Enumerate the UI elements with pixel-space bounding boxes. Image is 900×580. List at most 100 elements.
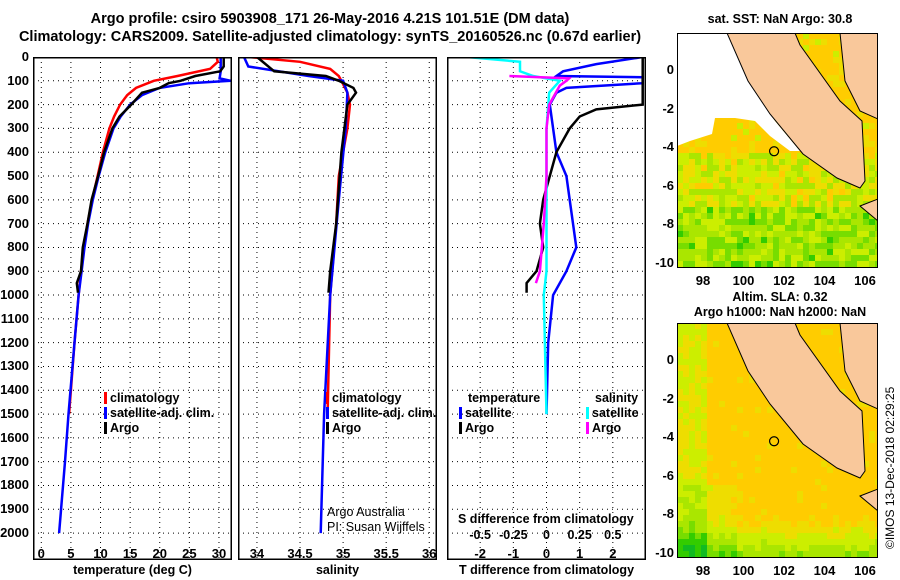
lat-tick-label: -8 [662,506,674,522]
legend-label: climatology [332,390,402,405]
x-tick-label: 35 [335,546,351,561]
credit-line: Argo Australia [327,505,405,519]
series-line-t-argo [525,57,644,293]
depth-tick-label: 800 [7,239,29,255]
legend-swatch-argo [326,421,329,434]
lon-tick-label: 100 [732,273,755,288]
x-tick-label: 34.5 [287,546,313,561]
credit-line: PI: Susan Wijffels [327,520,425,534]
lon-tick-label: 98 [695,563,711,578]
x-tick-label: 10 [93,546,108,561]
lon-tick-label: 104 [813,563,836,578]
depth-tick-label: 400 [7,144,29,160]
plot-subtitle: Climatology: CARS2009. Satellite-adjuste… [18,29,642,45]
s-diff-axis-label: S difference from climatology [458,512,634,526]
x-tick-label: 35.5 [373,546,399,561]
x-tick-label: -2 [474,546,486,561]
x-tick-label: 25 [182,546,197,561]
series-line-s-argo [509,74,573,284]
x-tick-label: 1 [576,546,584,561]
land [839,33,878,120]
legend-label: Argo [465,420,495,435]
lat-tick-label: -2 [662,100,674,116]
lat-tick-label: -4 [662,429,674,445]
depth-tick-label: 300 [7,120,29,136]
legend-swatch-argo [104,421,107,434]
lat-tick-label: 0 [666,352,674,367]
legend-swatch-satellite [104,406,107,419]
map1-title: sat. SST: NaN Argo: 30.8 [707,12,853,26]
depth-tick-label: 1100 [0,310,29,326]
series-line-argo [256,57,358,293]
s-diff-tick-label: 0.25 [567,528,592,542]
legend-swatch-t-satellite [459,406,462,419]
depth-tick-label: 700 [7,215,29,231]
land [859,198,878,222]
depth-tick-label: 1400 [0,382,29,398]
s-diff-tick-label: 0 [543,528,550,542]
lat-tick-label: -6 [662,177,674,193]
x-tick-label: 15 [122,546,138,561]
legend-swatch-climatology [326,391,329,404]
argo-position-marker [768,436,780,447]
argo-position-marker [768,146,780,157]
lat-tick-label: -4 [662,139,674,155]
x-tick-label: 5 [67,546,75,561]
x-axis-label: T difference from climatology [458,563,635,577]
lon-tick-label: 102 [773,563,795,578]
legend-label: satellite [592,405,639,420]
legend-label: Argo [332,420,362,435]
legend-swatch-t-argo [459,421,462,434]
land [726,33,866,189]
depth-tick-label: 100 [7,72,29,88]
lon-tick-label: 106 [854,273,876,288]
lon-tick-label: 98 [695,273,711,288]
depth-tick-label: 600 [7,191,29,207]
profile-panel-temperature [33,57,232,560]
depth-tick-label: 500 [7,168,29,184]
panel-frame [447,57,646,560]
depth-tick-label: 1200 [0,334,29,350]
depth-tick-label: 1300 [0,358,29,374]
depth-tick-label: 200 [7,96,29,112]
lon-tick-label: 100 [732,563,755,578]
x-tick-label: 30 [211,546,227,561]
salinity-legend: climatology satellite-adj. clim. Argo [326,390,436,435]
land [859,488,878,512]
x-tick-label: 20 [152,546,167,561]
map-2 [677,323,878,558]
x-axis-label: temperature (deg C) [73,563,192,577]
legend-swatch-satellite [326,406,329,419]
lon-tick-label: 106 [854,563,876,578]
x-tick-label: 0 [37,546,45,561]
s-diff-tick-label: -0.5 [469,528,491,542]
legend-label: Argo [110,420,140,435]
depth-tick-label: 1500 [0,406,29,422]
legend-label: Argo [592,420,622,435]
x-tick-label: 2 [609,546,617,561]
series-line-satellite-adj-clim- [57,57,232,534]
map-frame [677,33,878,268]
legend-heading: temperature [468,390,541,405]
depth-tick-label: 1700 [0,453,29,469]
legend-swatch-s-argo [586,421,589,434]
s-diff-tick-label: -0.25 [499,528,528,542]
x-tick-label: 34 [249,546,265,561]
depth-tick-label: 2000 [0,525,29,541]
legend-label: satellite-adj. clim. [110,405,215,420]
lat-tick-label: -6 [662,467,674,483]
legend-label: satellite-adj. clim. [332,405,437,420]
series-line-t-satellite [545,57,644,415]
map-frame [677,323,878,558]
depth-tick-label: 1800 [0,477,29,493]
map2-title: Altim. SLA: 0.32 [732,290,828,304]
diff-temperature-legend: temperature satellite Argo [459,390,540,435]
depth-tick-label: 1900 [0,501,29,517]
legend-swatch-climatology [104,391,107,404]
s-diff-tick-label: 0.5 [604,528,622,542]
lat-tick-label: -8 [662,216,674,232]
plot-title: Argo profile: csiro 5903908_171 26-May-2… [90,11,570,27]
map-1 [677,33,878,268]
lat-tick-label: -10 [655,255,674,270]
lat-tick-label: -2 [662,390,674,406]
